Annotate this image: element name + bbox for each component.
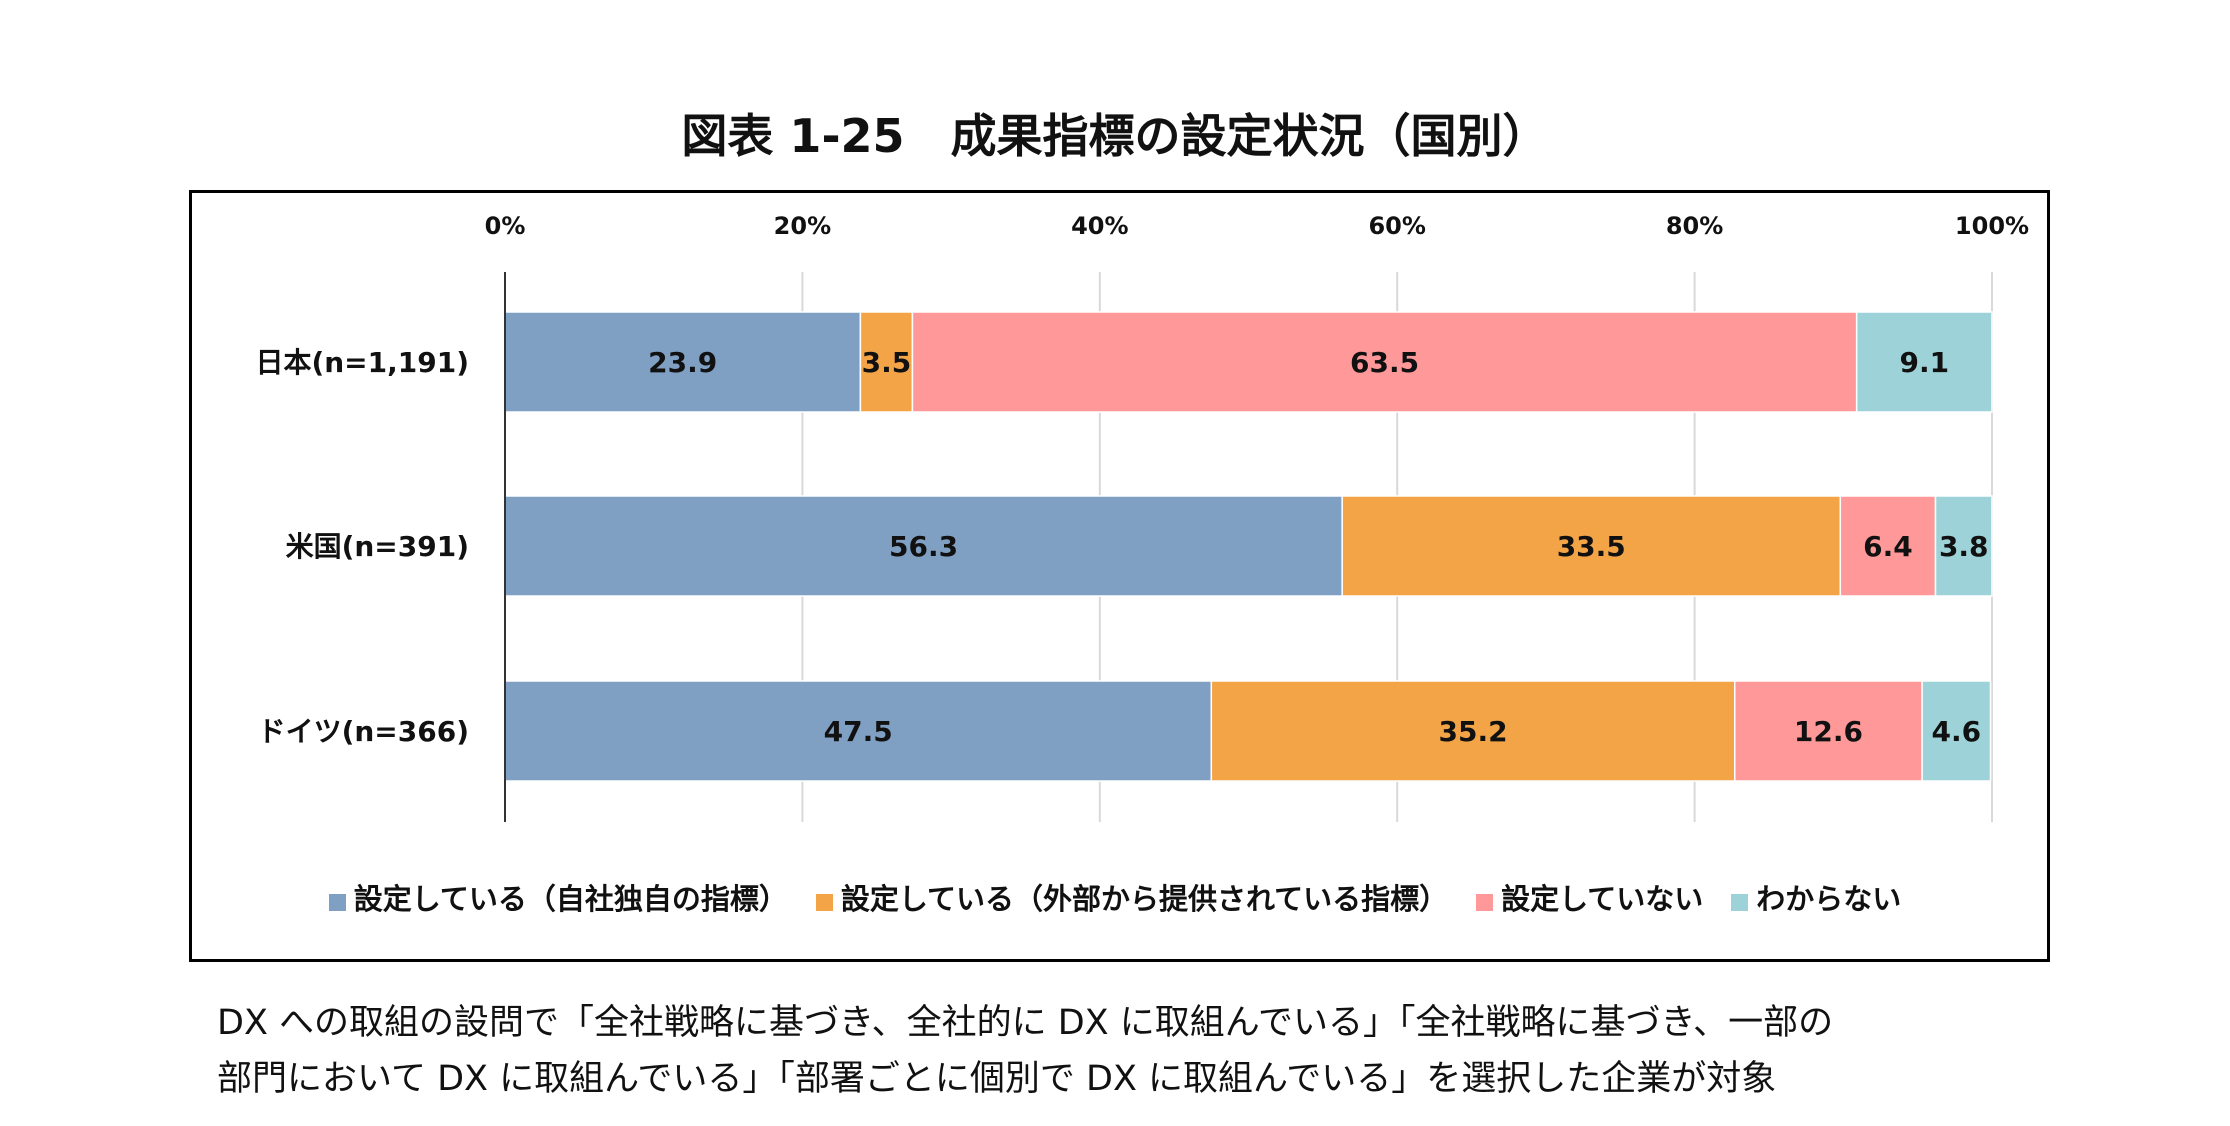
bar-segment xyxy=(504,680,1213,782)
data-label: 35.2 xyxy=(1438,715,1507,748)
bar-segment xyxy=(1210,680,1736,782)
data-label: 3.8 xyxy=(1939,530,1989,563)
footnote-line-2: 部門において DX に取組んでいる」「部署ごとに個別で DX に取組んでいる」を… xyxy=(217,1059,1777,1099)
bar-segment xyxy=(1934,495,1993,597)
x-tick-label: 0% xyxy=(485,212,526,240)
data-label: 4.6 xyxy=(1932,715,1982,748)
bar-segment xyxy=(1921,680,1992,782)
category-label: 日本(n=1,191) xyxy=(255,346,469,379)
legend-swatch xyxy=(328,893,346,911)
bar-segment xyxy=(504,495,1343,597)
category-label: 米国(n=391) xyxy=(286,530,469,563)
chart-title: 図表 1-25 成果指標の設定状況（国別） xyxy=(681,109,1549,163)
x-tick-label: 40% xyxy=(1071,212,1128,240)
data-label: 12.6 xyxy=(1794,715,1863,748)
bar-segment xyxy=(859,311,914,413)
category-label: ドイツ(n=366) xyxy=(258,715,469,748)
x-tick-label: 20% xyxy=(774,212,831,240)
data-label: 6.4 xyxy=(1863,530,1913,563)
x-tick-label: 100% xyxy=(1955,212,2029,240)
data-label: 33.5 xyxy=(1557,530,1626,563)
data-label: 47.5 xyxy=(824,715,893,748)
legend-item: 設定していない xyxy=(1476,876,1703,918)
legend: 設定している（自社独自の指標） 設定している（外部から提供されている指標） 設定して… xyxy=(0,876,2230,918)
x-tick-label: 60% xyxy=(1368,212,1425,240)
footnote: DX への取組の設問で「全社戦略に基づき、全社的に DX に取組んでいる」「全社… xyxy=(217,995,1833,1107)
bar-segment xyxy=(1855,311,1993,413)
legend-item: 設定している（自社独自の指標） xyxy=(328,876,788,918)
legend-swatch xyxy=(815,893,833,911)
chart-frame xyxy=(189,190,2050,962)
data-label: 3.5 xyxy=(862,346,912,379)
data-label: 23.9 xyxy=(648,346,717,379)
legend-label: 設定している（外部から提供されている指標） xyxy=(840,882,1449,916)
legend-label: わからない xyxy=(1756,882,1902,916)
data-label: 56.3 xyxy=(889,530,958,563)
legend-label: 設定していない xyxy=(1501,882,1704,916)
legend-swatch xyxy=(1476,893,1494,911)
bar-segment xyxy=(911,311,1858,413)
legend-swatch xyxy=(1731,893,1749,911)
legend-item: わからない xyxy=(1731,876,1901,918)
x-tick-label: 80% xyxy=(1666,212,1723,240)
bar-segment xyxy=(1341,495,1842,597)
data-label: 9.1 xyxy=(1900,346,1950,379)
footnote-line-1: DX への取組の設問で「全社戦略に基づき、全社的に DX に取組んでいる」「全社… xyxy=(217,1003,1834,1043)
legend-item: 設定している（外部から提供されている指標） xyxy=(815,876,1449,918)
data-label: 63.5 xyxy=(1350,346,1419,379)
legend-label: 設定している（自社独自の指標） xyxy=(353,882,788,916)
